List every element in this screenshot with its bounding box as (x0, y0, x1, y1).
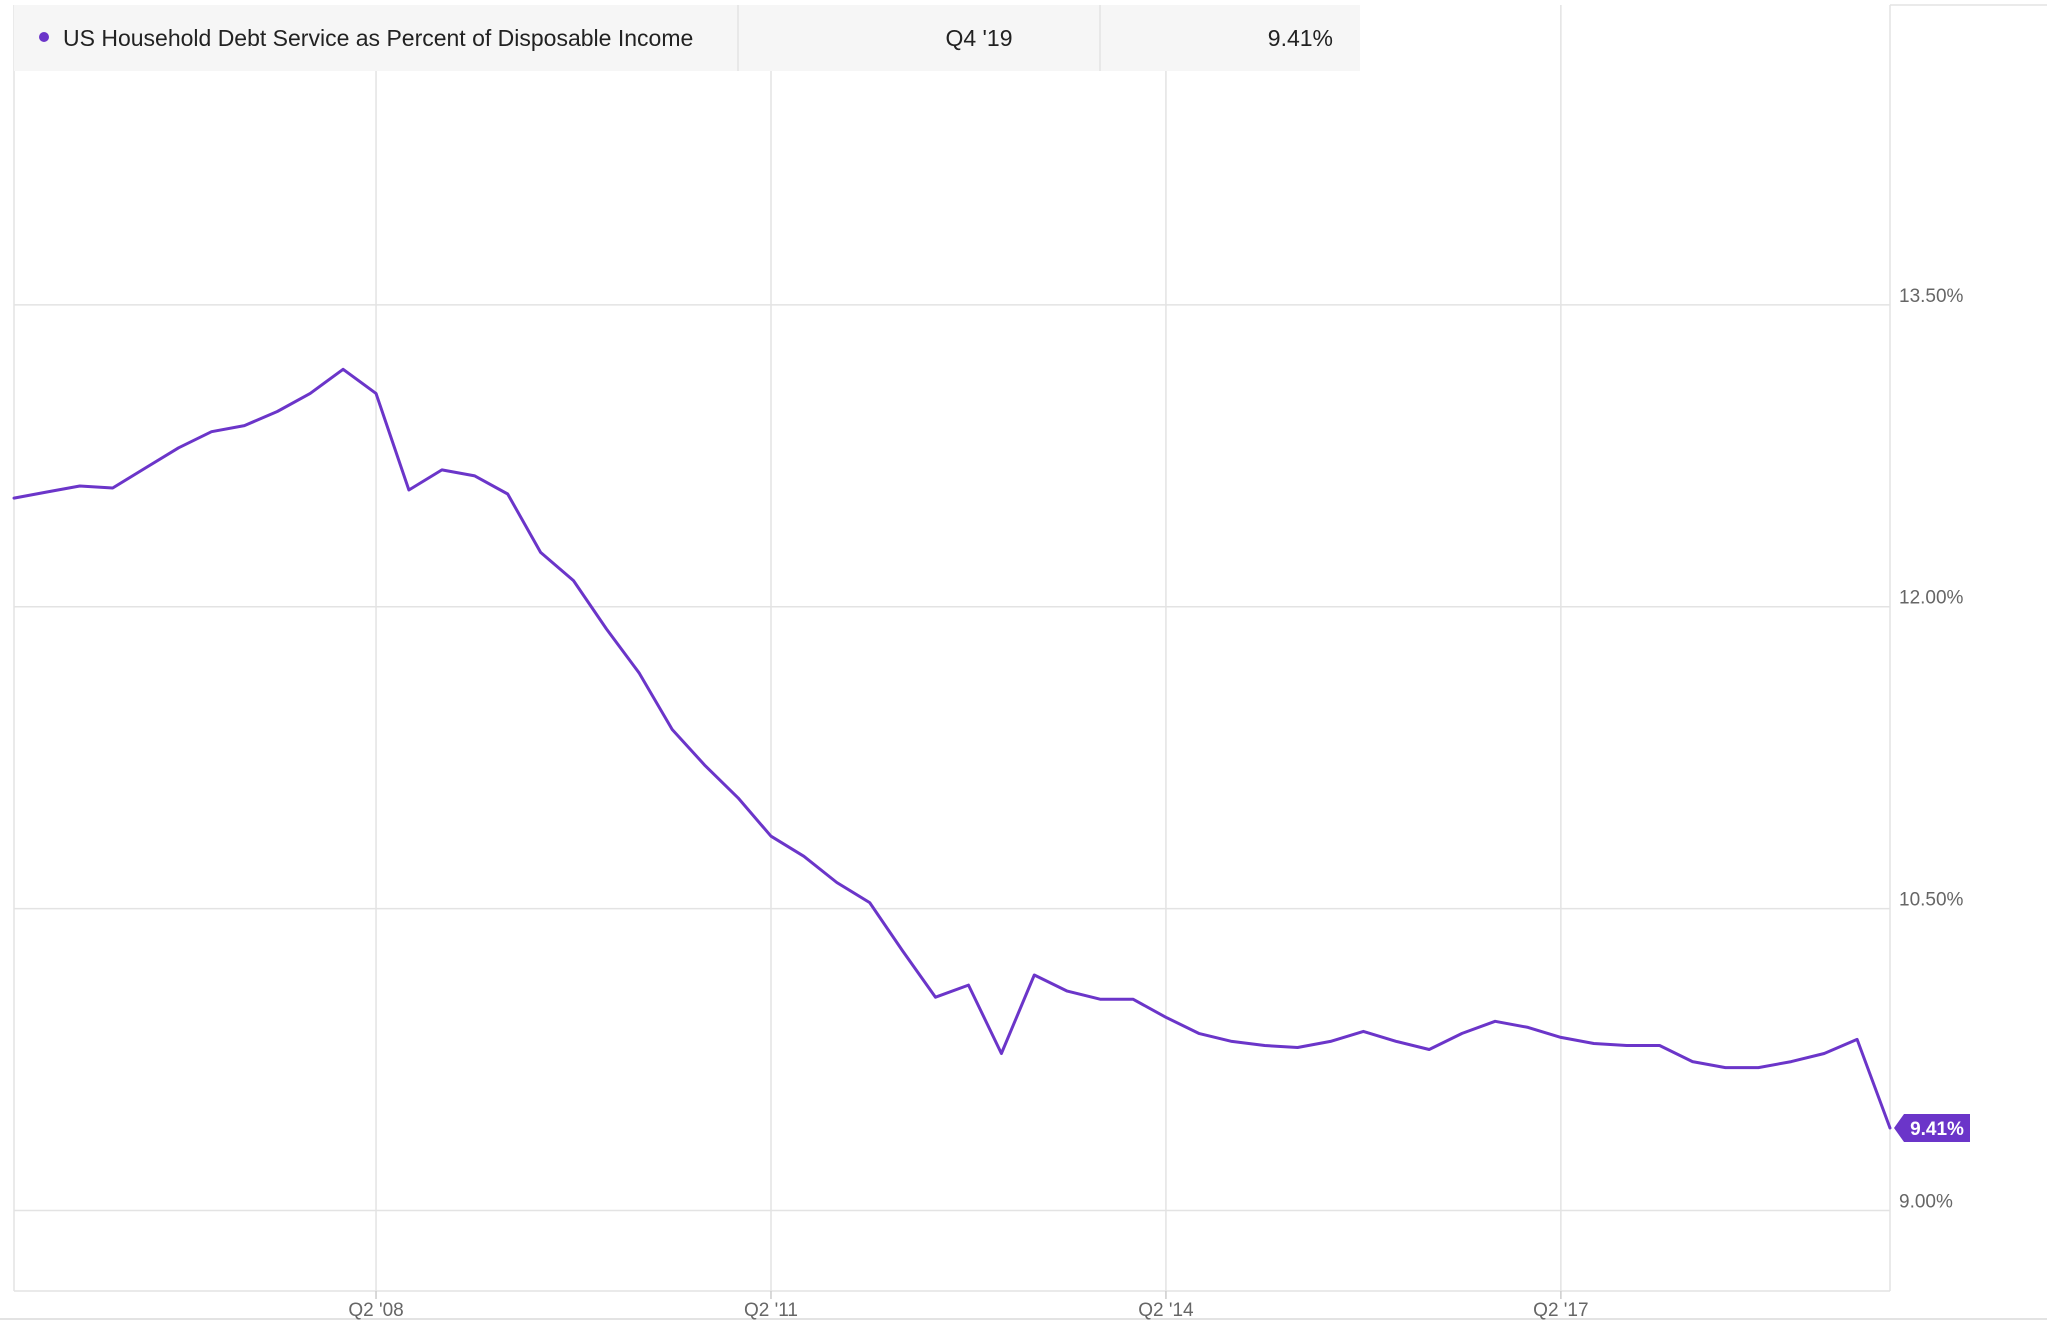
series-line (12, 367, 1892, 1130)
x-tick-label: Q2 '17 (1533, 1300, 1588, 1321)
y-tick-label: 13.50% (1899, 286, 1964, 307)
last-value-badge: 9.41% (1894, 1113, 1970, 1142)
y-tick-label: 10.50% (1899, 890, 1964, 911)
x-tick-label: Q2 '08 (348, 1300, 403, 1321)
legend-series-name: US Household Debt Service as Percent of … (63, 25, 693, 51)
legend: US Household Debt Service as Percent of … (14, 5, 1360, 71)
legend-period: Q4 '19 (945, 25, 1012, 51)
legend-background (14, 5, 1360, 71)
x-tick-label: Q2 '11 (744, 1300, 798, 1321)
legend-value: 9.41% (1268, 25, 1333, 51)
y-tick-label: 9.00% (1899, 1191, 1953, 1212)
last-value-badge-label: 9.41% (1910, 1119, 1964, 1140)
x-tick-label: Q2 '14 (1138, 1300, 1194, 1321)
legend-series-dot (39, 32, 49, 42)
last-value-badge-shape (1894, 1113, 1970, 1142)
y-tick-label: 12.00% (1899, 588, 1964, 609)
